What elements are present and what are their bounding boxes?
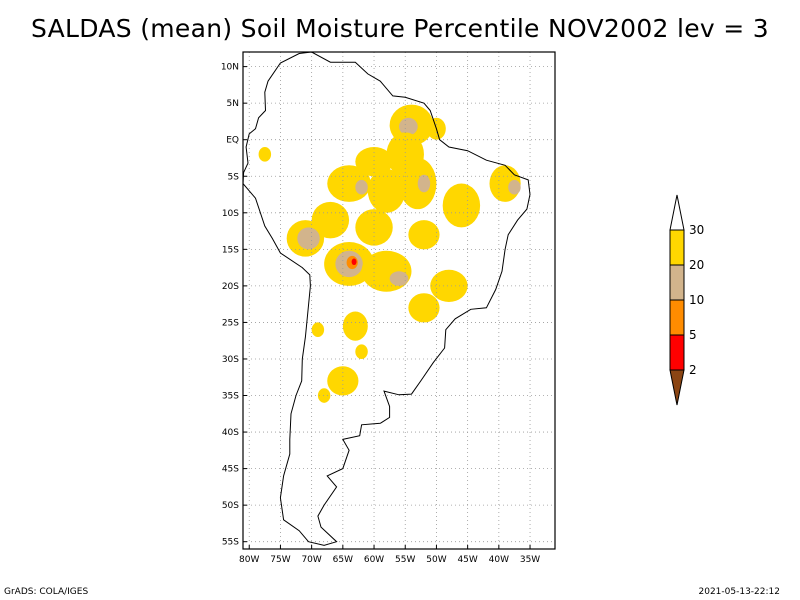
lat-tick-label: 40S bbox=[222, 428, 239, 438]
lat-tick-label: 35S bbox=[222, 392, 239, 402]
lat-tick-label: 20S bbox=[222, 282, 239, 292]
moisture-patch-20-30 bbox=[442, 183, 481, 228]
moisture-patch-20-30 bbox=[258, 147, 272, 162]
lon-tick-label: 65W bbox=[333, 555, 353, 565]
moisture-patch-20-30 bbox=[311, 322, 325, 338]
colorbar-segment-2-5 bbox=[669, 334, 685, 371]
moisture-patch-20-30 bbox=[342, 311, 368, 341]
colorbar-segment-20-30 bbox=[669, 229, 685, 266]
moisture-patch-20-30 bbox=[408, 220, 440, 250]
lat-tick-label: 5S bbox=[228, 172, 240, 182]
moisture-patch-10-20 bbox=[389, 271, 409, 286]
moisture-patch-20-30 bbox=[355, 209, 393, 246]
colorbar-segment-5-10 bbox=[669, 299, 685, 336]
moisture-patch-10-20 bbox=[417, 174, 431, 193]
colorbar-segment-lt2 bbox=[669, 369, 685, 406]
lon-tick-label: 35W bbox=[520, 555, 540, 565]
lat-tick-label: 30S bbox=[222, 355, 239, 365]
colorbar-level-label: 5 bbox=[689, 328, 697, 342]
south-america-coastline bbox=[242, 51, 531, 546]
lat-tick-label: 55S bbox=[222, 538, 239, 548]
colorbar-level-label: 20 bbox=[689, 258, 704, 272]
lon-tick-label: 60W bbox=[364, 555, 384, 565]
lon-tick-label: 40W bbox=[489, 555, 509, 565]
moisture-patch-10-20 bbox=[297, 227, 320, 250]
moisture-patch-20-30 bbox=[355, 344, 368, 359]
moisture-patch-10-20 bbox=[399, 117, 418, 136]
colorbar-segment-gt30 bbox=[669, 194, 685, 231]
footer-credit: GrADS: COLA/IGES bbox=[4, 587, 89, 597]
moisture-patch-20-30 bbox=[367, 168, 406, 213]
map-frame bbox=[242, 51, 556, 550]
lon-tick-label: 55W bbox=[395, 555, 415, 565]
lat-tick-label: 10S bbox=[222, 209, 239, 219]
moisture-patch-20-30 bbox=[408, 293, 440, 323]
lon-tick-label: 80W bbox=[239, 555, 259, 565]
lon-tick-label: 70W bbox=[301, 555, 321, 565]
moisture-patch-2-5 bbox=[351, 258, 357, 266]
map-title: SALDAS (mean) Soil Moisture Percentile N… bbox=[31, 14, 769, 43]
lon-tick-label: 50W bbox=[426, 555, 446, 565]
lat-tick-label: 15S bbox=[222, 245, 239, 255]
moisture-patches bbox=[258, 104, 521, 403]
grid-lines bbox=[243, 52, 555, 549]
moisture-patch-10-20 bbox=[508, 179, 521, 195]
colorbar-level-label: 10 bbox=[689, 293, 704, 307]
moisture-patch-10-20 bbox=[355, 179, 368, 195]
lat-tick-label: 25S bbox=[222, 318, 239, 328]
lon-tick-label: 75W bbox=[270, 555, 290, 565]
colorbar-segment-10-20 bbox=[669, 264, 685, 301]
moisture-patch-20-30 bbox=[355, 147, 393, 177]
moisture-patch-20-30 bbox=[430, 269, 468, 302]
lat-tick-label: 45S bbox=[222, 465, 239, 475]
footer-timestamp: 2021-05-13-22:12 bbox=[698, 587, 781, 597]
lat-tick-label: 50S bbox=[222, 501, 239, 511]
colorbar-level-label: 2 bbox=[689, 363, 697, 377]
colorbar: 30 20 10 5 2 bbox=[669, 194, 704, 406]
lat-tick-label: 10N bbox=[221, 63, 239, 73]
lat-tick-label: EQ bbox=[226, 136, 239, 146]
axis-labels: 10N 5N EQ 5S 10S 15S 20S 25S 30S 35S 40S 45S 50S 55S8… bbox=[221, 63, 540, 565]
colorbar-level-label: 30 bbox=[689, 223, 704, 237]
moisture-patch-20-30 bbox=[317, 388, 331, 403]
lat-tick-label: 5N bbox=[227, 99, 239, 109]
lon-tick-label: 45W bbox=[457, 555, 477, 565]
